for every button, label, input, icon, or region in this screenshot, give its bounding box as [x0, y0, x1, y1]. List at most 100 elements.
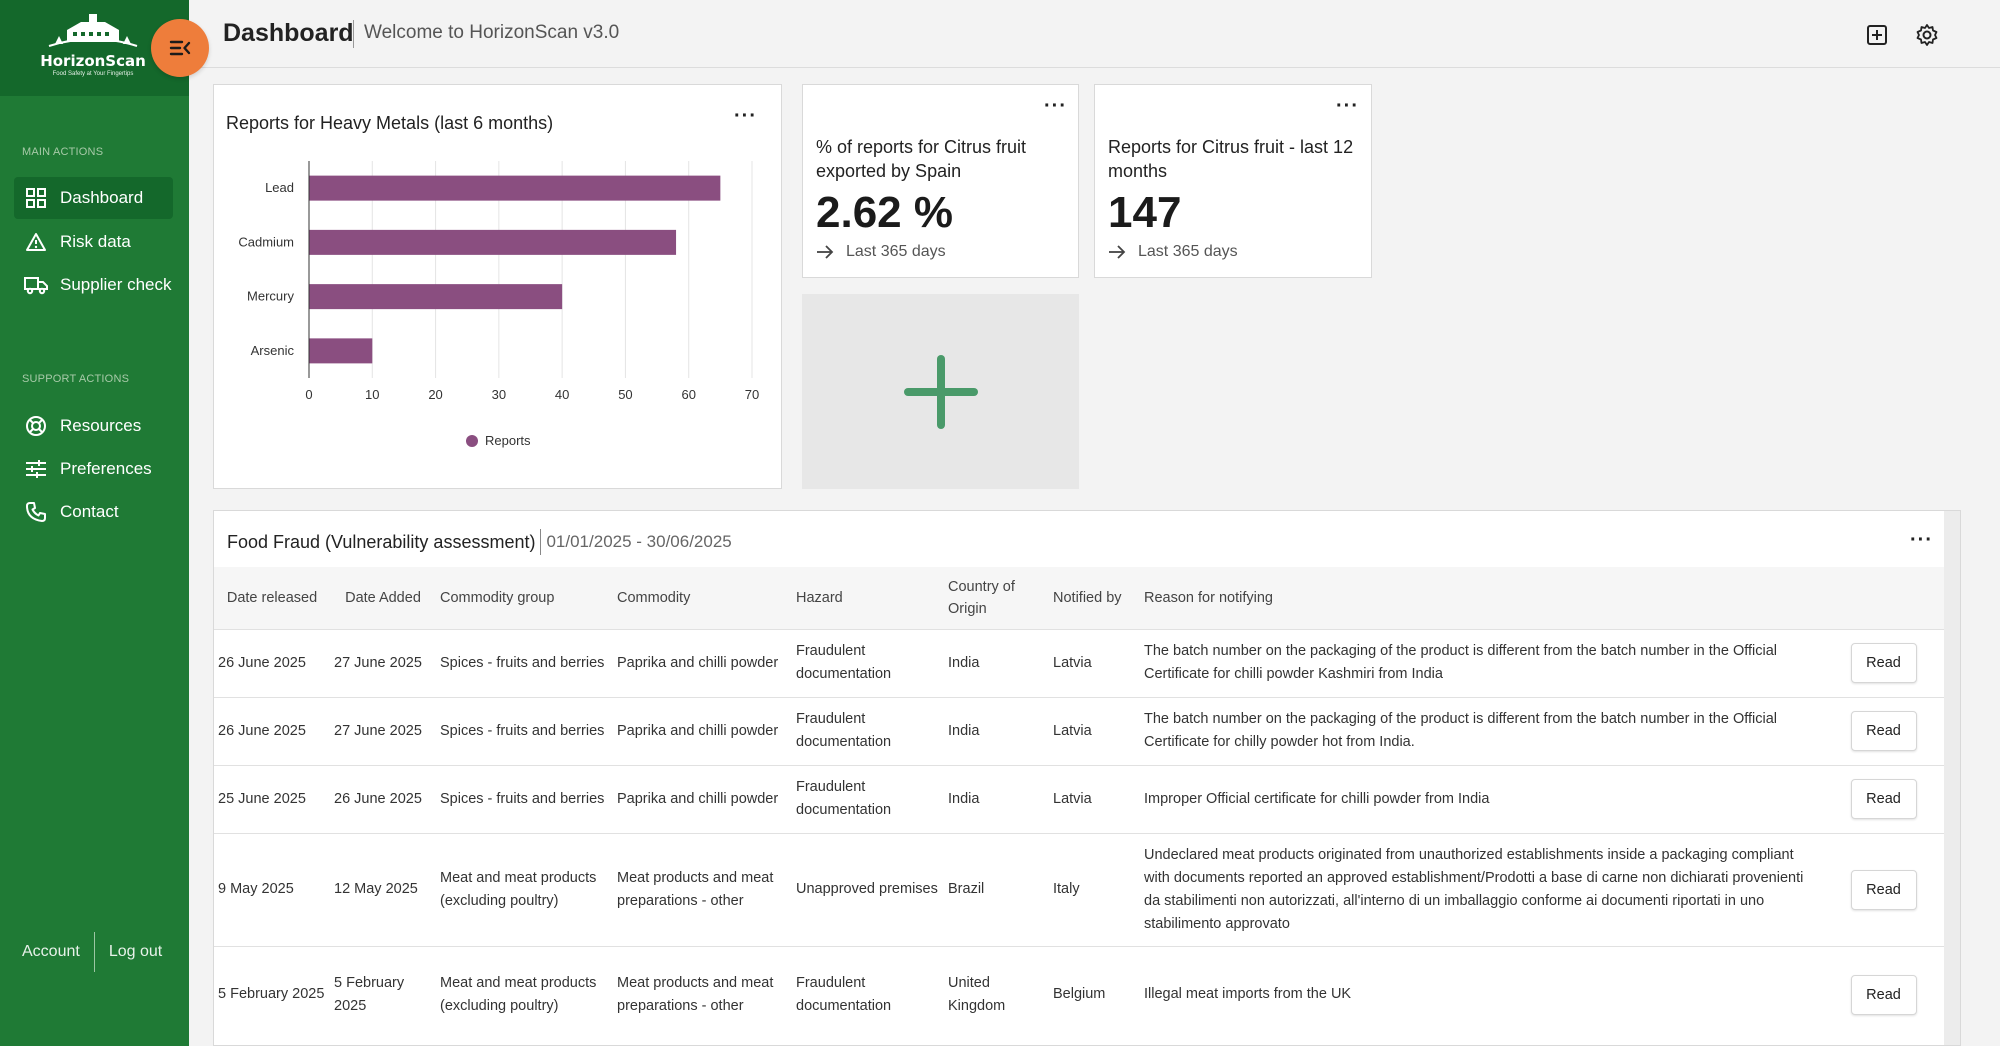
dashboard-icon	[24, 186, 48, 210]
col-commodity[interactable]: Commodity	[617, 589, 691, 606]
category-label: Arsenic	[251, 343, 295, 358]
sliders-icon	[24, 457, 48, 481]
sidebar-item-risk-data[interactable]: Risk data	[14, 221, 173, 263]
cell-commodity-group: Meat and meat products (excluding poultr…	[436, 832, 613, 946]
arrow-right-icon	[817, 245, 834, 259]
kpi-value: 147	[1108, 188, 1182, 237]
bar-cadmium[interactable]	[309, 229, 677, 255]
sidebar-item-preferences[interactable]: Preferences	[14, 448, 173, 490]
read-button[interactable]: Read	[1850, 711, 1917, 751]
sidebar-item-supplier-check[interactable]: Supplier check	[14, 264, 173, 306]
account-link[interactable]: Account	[22, 943, 80, 960]
sidebar-item-label: Contact	[60, 502, 119, 521]
read-button[interactable]: Read	[1850, 643, 1917, 683]
cell-commodity-group: Spices - fruits and berries	[436, 696, 613, 765]
warning-icon	[24, 230, 48, 254]
table-row: 26 June 2025 27 June 2025 Spices - fruit…	[214, 696, 1945, 765]
sidebar-item-resources[interactable]: Resources	[14, 405, 173, 447]
cell-action: Read	[1822, 832, 1945, 946]
sidebar: HorizonScan Food Safety at Your Fingerti…	[0, 0, 189, 1046]
sidebar-item-label: Resources	[60, 416, 142, 435]
table-row: 25 June 2025 26 June 2025 Spices - fruit…	[214, 764, 1945, 833]
chart-title: Reports for Heavy Metals (last 6 months)	[226, 113, 554, 133]
kpi-period: Last 365 days	[1138, 243, 1238, 260]
bar-arsenic[interactable]	[309, 338, 373, 364]
cell-action: Read	[1822, 696, 1945, 765]
read-button[interactable]: Read	[1850, 974, 1917, 1015]
sidebar-item-contact[interactable]: Contact	[14, 491, 173, 533]
chart-legend: Reports	[466, 433, 531, 448]
cell-commodity-group: Spices - fruits and berries	[436, 764, 613, 833]
heavy-metals-card: Reports for Heavy Metals (last 6 months)…	[213, 84, 782, 489]
legend-swatch	[466, 434, 478, 447]
cell-date-released: 5 February 2025	[214, 945, 330, 1043]
kpi-card-citrus-spain: ··· % of reports for Citrus fruit export…	[802, 84, 1079, 278]
cell-reason: Undeclared meat products originated from…	[1140, 832, 1822, 946]
plus-icon	[903, 354, 978, 429]
table-row: 5 February 2025 5 February 2025 Meat and…	[214, 945, 1945, 1043]
add-widget-button[interactable]	[1862, 20, 1892, 50]
truck-icon	[24, 273, 48, 297]
col-hazard[interactable]: Hazard	[796, 589, 843, 606]
food-fraud-header: Food Fraud (Vulnerability assessment) 01…	[227, 529, 732, 555]
cell-notified-by: Latvia	[1049, 764, 1140, 833]
sidebar-item-label: Preferences	[60, 459, 152, 478]
read-button[interactable]: Read	[1850, 869, 1917, 910]
page-title: Dashboard	[223, 19, 354, 47]
table-row: 9 May 2025 12 May 2025 Meat and meat pro…	[214, 832, 1945, 946]
add-widget-tile[interactable]	[802, 294, 1079, 489]
x-tick-label: 0	[305, 387, 312, 402]
brand-name: HorizonScan	[40, 52, 146, 70]
cell-date-released: 26 June 2025	[214, 696, 330, 765]
table-header-row: Date released Date Added Commodity group…	[214, 567, 1945, 629]
top-bar: Dashboard Welcome to HorizonScan v3.0	[189, 0, 2000, 68]
cell-reason: Improper Official certificate for chilli…	[1140, 764, 1822, 833]
lifebuoy-icon	[24, 414, 48, 438]
logout-link[interactable]: Log out	[108, 943, 163, 960]
x-tick-label: 20	[428, 387, 442, 402]
menu-collapse-icon	[169, 40, 191, 56]
sidebar-item-dashboard[interactable]: Dashboard	[14, 177, 173, 219]
table-row: 26 June 2025 27 June 2025 Spices - fruit…	[214, 628, 1945, 697]
cell-date-released: 25 June 2025	[214, 764, 330, 833]
col-country-of-origin[interactable]: Country of Origin	[948, 578, 1015, 617]
cell-commodity: Paprika and chilli powder	[613, 628, 792, 697]
table-scrollbar[interactable]	[1944, 511, 1960, 1045]
bar-mercury[interactable]	[309, 284, 563, 310]
settings-button[interactable]	[1912, 20, 1942, 50]
col-reason[interactable]: Reason for notifying	[1144, 589, 1273, 606]
cell-origin: United Kingdom	[944, 945, 1049, 1043]
category-label: Lead	[265, 180, 294, 195]
col-date-added[interactable]: Date Added	[345, 589, 421, 606]
gear-icon	[1916, 24, 1938, 46]
x-tick-label: 60	[681, 387, 695, 402]
x-tick-label: 40	[555, 387, 569, 402]
phone-icon	[24, 500, 48, 524]
menu-collapse-button[interactable]	[151, 19, 209, 77]
bar-lead[interactable]	[309, 175, 721, 201]
x-tick-label: 10	[365, 387, 379, 402]
account-links: Account Log out	[22, 932, 162, 972]
col-notified-by[interactable]: Notified by	[1053, 589, 1122, 606]
card-menu-button[interactable]: ···	[1044, 95, 1067, 117]
cell-date-added: 27 June 2025	[330, 628, 436, 697]
cell-origin: India	[944, 696, 1049, 765]
cell-date-added: 12 May 2025	[330, 832, 436, 946]
kpi-footer: Last 365 days	[816, 243, 946, 261]
col-commodity-group[interactable]: Commodity group	[440, 589, 555, 606]
cell-hazard: Unapproved premises	[792, 832, 944, 946]
x-tick-label: 30	[492, 387, 506, 402]
cell-notified-by: Belgium	[1049, 945, 1140, 1043]
kpi-label: % of reports for Citrus fruit exported b…	[816, 137, 1027, 181]
title-divider	[353, 20, 354, 48]
x-tick-label: 70	[745, 387, 759, 402]
cell-action: Read	[1822, 764, 1945, 833]
card-menu-button[interactable]: ···	[1336, 95, 1359, 117]
read-button[interactable]: Read	[1850, 779, 1917, 819]
horizonscan-logo[interactable]: HorizonScan Food Safety at Your Fingerti…	[40, 12, 146, 82]
cell-hazard: Fraudulent documentation	[792, 764, 944, 833]
title-divider	[540, 529, 542, 555]
card-menu-button[interactable]: ···	[1910, 529, 1933, 551]
col-date-released[interactable]: Date released	[226, 589, 318, 606]
cell-commodity: Paprika and chilli powder	[613, 764, 792, 833]
